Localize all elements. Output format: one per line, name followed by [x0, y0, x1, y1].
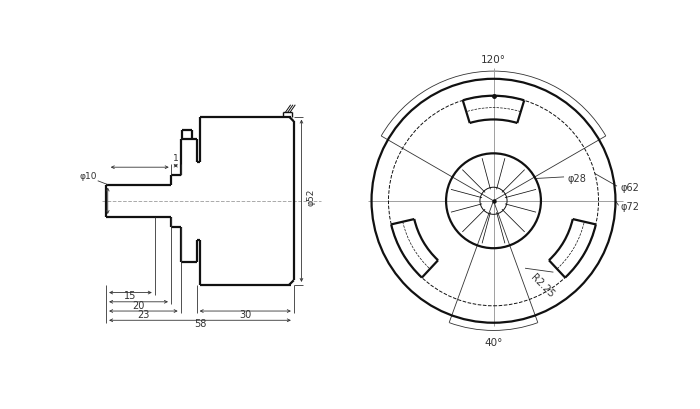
Text: R2.25: R2.25: [528, 273, 556, 300]
Text: 30: 30: [239, 310, 251, 320]
Text: φ52: φ52: [306, 188, 315, 206]
Text: φ62: φ62: [620, 183, 639, 193]
Text: 58: 58: [194, 319, 206, 329]
Text: φ10: φ10: [80, 172, 97, 181]
Text: 1: 1: [173, 153, 178, 163]
Text: 23: 23: [137, 310, 150, 320]
Text: 120°: 120°: [481, 55, 506, 65]
Text: φ72: φ72: [620, 202, 639, 212]
Text: 40°: 40°: [484, 338, 503, 348]
Text: 15: 15: [125, 291, 136, 301]
Text: 20: 20: [132, 301, 145, 311]
Text: φ28: φ28: [568, 174, 587, 184]
